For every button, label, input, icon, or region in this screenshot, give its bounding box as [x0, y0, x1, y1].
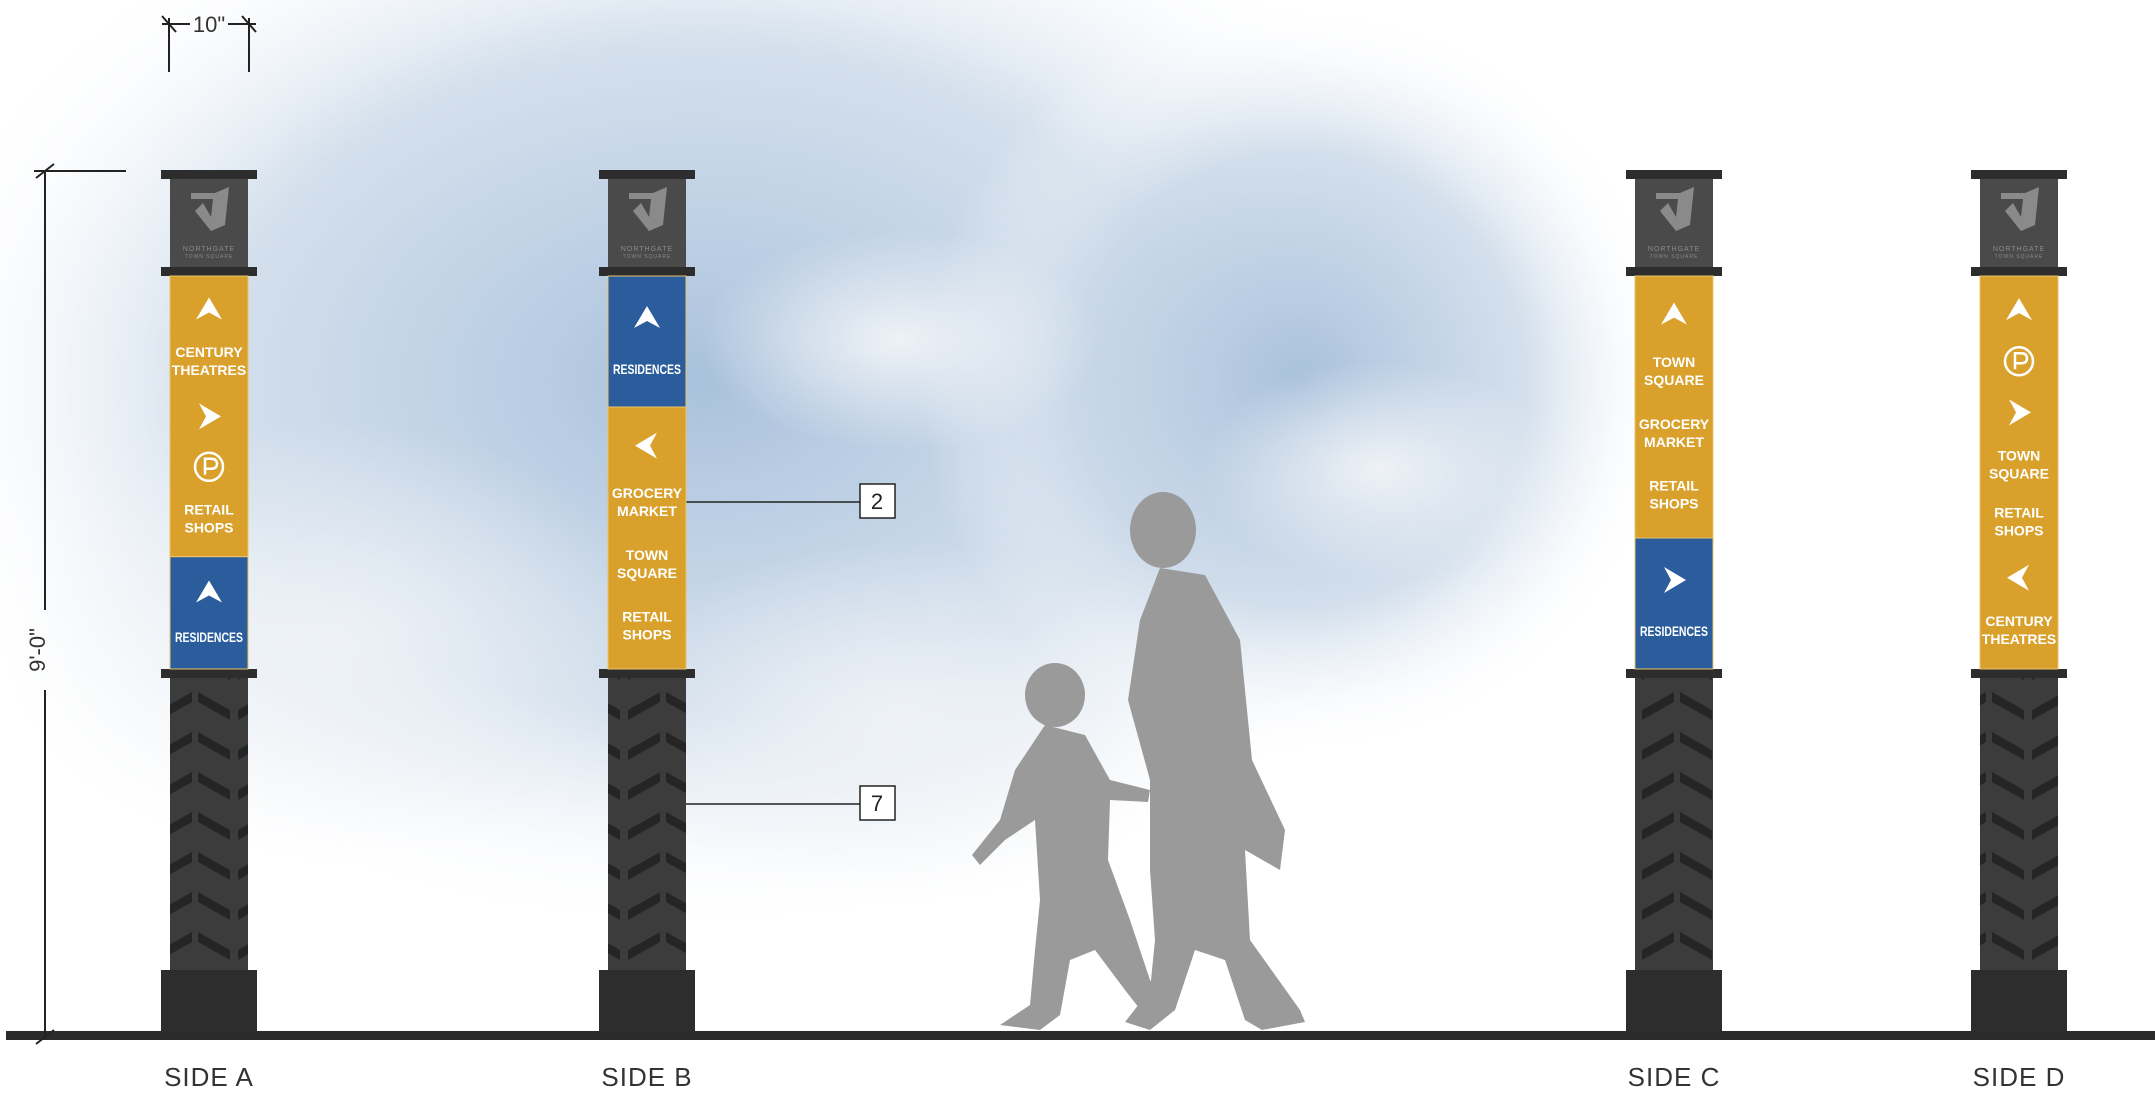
height-label: 9'-0": [25, 628, 50, 672]
logo-tagline: TOWN SQUARE: [623, 254, 672, 260]
ground-line: [6, 1031, 2155, 1040]
sign-text: THEATRES: [172, 362, 246, 378]
sign-text: SQUARE: [617, 565, 677, 581]
post-shaft: [1635, 678, 1713, 970]
cap-top: [599, 170, 695, 179]
sign-text: CENTURY: [175, 344, 243, 360]
sign-text: CENTURY: [1985, 613, 2053, 629]
logo-tagline: TOWN SQUARE: [1995, 254, 2044, 260]
sign-text: THEATRES: [1982, 631, 2056, 647]
logo-tagline: TOWN SQUARE: [1650, 254, 1699, 260]
logo-tagline: TOWN SQUARE: [185, 254, 234, 260]
cap-top: [1626, 170, 1722, 179]
sign-text: RESIDENCES: [175, 629, 243, 645]
sign-text: TOWN: [626, 547, 669, 563]
sign-text: MARKET: [1644, 434, 1704, 450]
sign-text: RETAIL: [184, 501, 234, 517]
collar: [1626, 267, 1722, 276]
sign-text: RESIDENCES: [1640, 623, 1708, 639]
sign-text: RETAIL: [622, 608, 672, 624]
sign-text: TOWN: [1998, 448, 2041, 464]
post-shaft: [608, 678, 686, 970]
cloud: [1200, 360, 1560, 580]
sign-text: SQUARE: [1644, 372, 1704, 388]
callout-number: 7: [871, 791, 883, 816]
sign-text: RETAIL: [1994, 505, 2044, 521]
cap-top: [161, 170, 257, 179]
logo-name: NORTHGATE: [1993, 246, 2045, 253]
post-base: [1971, 970, 2067, 1031]
sign-panel: [1635, 538, 1713, 669]
cloud: [700, 230, 1100, 450]
sign-text: RESIDENCES: [613, 361, 681, 377]
collar: [1971, 669, 2067, 678]
collar: [599, 267, 695, 276]
sign-text: SHOPS: [1649, 495, 1698, 511]
collar: [599, 669, 695, 678]
sign-text: SHOPS: [1994, 523, 2043, 539]
logo-name: NORTHGATE: [183, 246, 235, 253]
cloud: [600, 540, 1200, 900]
side-label: SIDE D: [1973, 1062, 2066, 1092]
side-label: SIDE C: [1628, 1062, 1721, 1092]
logo-name: NORTHGATE: [1648, 246, 1700, 253]
callout-number: 2: [871, 489, 883, 514]
cap-top: [1971, 170, 2067, 179]
sign-panel: [170, 557, 248, 669]
side-label: SIDE B: [601, 1062, 692, 1092]
elevation-drawing: 10" 9'-0" 2 7 NORTHGATETOWN SQUARECENTUR…: [0, 0, 2155, 1099]
sign-text: GROCERY: [1639, 416, 1710, 432]
sign-text: RETAIL: [1649, 477, 1699, 493]
collar: [161, 669, 257, 678]
width-label: 10": [193, 12, 225, 37]
page: 10" 9'-0" 2 7 NORTHGATETOWN SQUARECENTUR…: [0, 0, 2155, 1099]
sign-text: SQUARE: [1989, 466, 2049, 482]
collar: [1626, 669, 1722, 678]
sign-panel: [608, 276, 686, 407]
post-shaft: [170, 678, 248, 970]
sign-text: SHOPS: [622, 626, 671, 642]
sign-text: SHOPS: [184, 519, 233, 535]
post-base: [1626, 970, 1722, 1031]
collar: [1971, 267, 2067, 276]
cloud: [0, 420, 660, 860]
post-base: [161, 970, 257, 1031]
collar: [161, 267, 257, 276]
sign-text: GROCERY: [612, 485, 683, 501]
post-shaft: [1980, 678, 2058, 970]
post-base: [599, 970, 695, 1031]
sign-text: MARKET: [617, 503, 677, 519]
sign-text: TOWN: [1653, 354, 1696, 370]
logo-name: NORTHGATE: [621, 246, 673, 253]
side-label: SIDE A: [164, 1062, 254, 1092]
